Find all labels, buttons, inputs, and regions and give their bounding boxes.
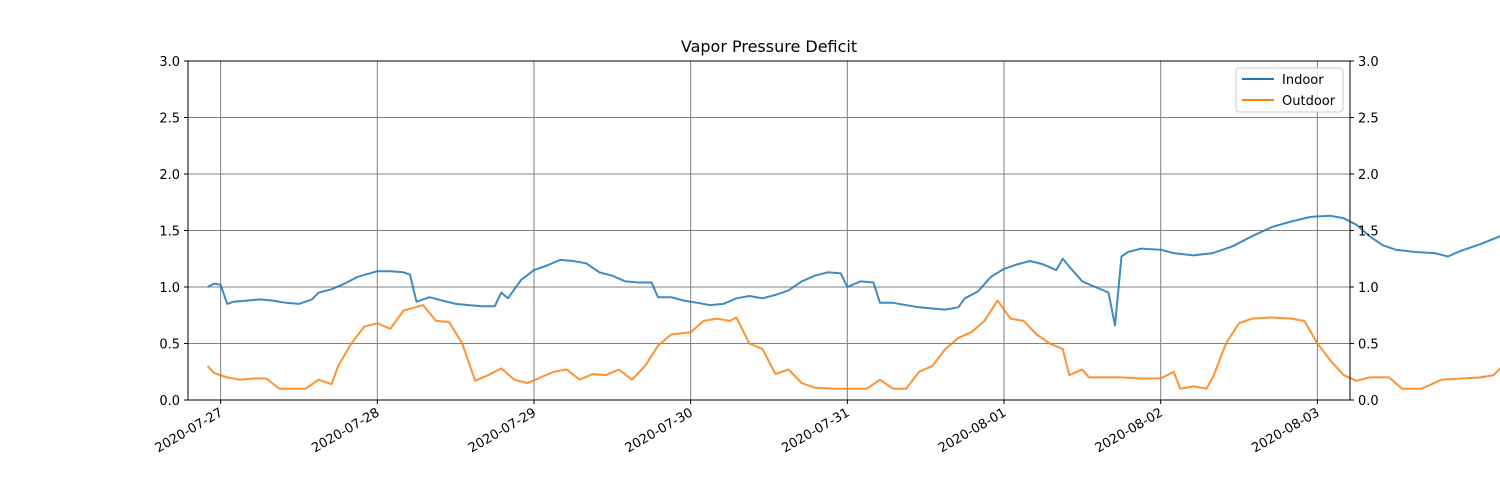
x-tick-label-3: 2020-07-30 [623,405,696,456]
x-tick-label-1: 2020-07-28 [309,405,382,456]
y-tick-label-left-5: 2.5 [159,112,180,127]
x-tick-label-5: 2020-08-01 [936,405,1009,456]
y-tick-label-right-0: 0.0 [1358,394,1379,409]
legend: Indoor Outdoor [1235,67,1344,113]
y-tick-label-right-1: 0.5 [1358,338,1379,353]
y-tick-label-left-0: 0.0 [159,394,180,409]
chart-title: Vapor Pressure Deficit [681,37,857,56]
y-tick-label-left-2: 1.0 [159,281,180,296]
y-tick-label-left-3: 1.5 [159,225,180,240]
y-tick-label-left-4: 2.0 [159,168,180,183]
grid-lines [188,60,1350,401]
y-tick-label-left-6: 3.0 [159,55,180,70]
series-line-outdoor [206,299,1500,390]
y-tick-label-right-2: 1.0 [1358,281,1379,296]
y-tick-label-right-4: 2.0 [1358,168,1379,183]
y-tick-label-left-1: 0.5 [159,338,180,353]
x-tick-label-7: 2020-08-03 [1249,405,1322,456]
y-tick-label-right-3: 1.5 [1358,225,1379,240]
y-tick-label-right-6: 3.0 [1358,55,1379,70]
x-tick-label-6: 2020-08-02 [1093,405,1166,456]
x-tick-label-0: 2020-07-27 [153,405,226,456]
y-tick-label-right-5: 2.5 [1358,112,1379,127]
legend-label-indoor: Indoor [1282,73,1324,88]
series-line-indoor [207,214,1500,327]
x-tick-label-2: 2020-07-29 [466,405,539,456]
x-tick-label-4: 2020-07-31 [779,405,852,456]
series-lines [206,214,1500,390]
legend-label-outdoor: Outdoor [1282,94,1336,109]
